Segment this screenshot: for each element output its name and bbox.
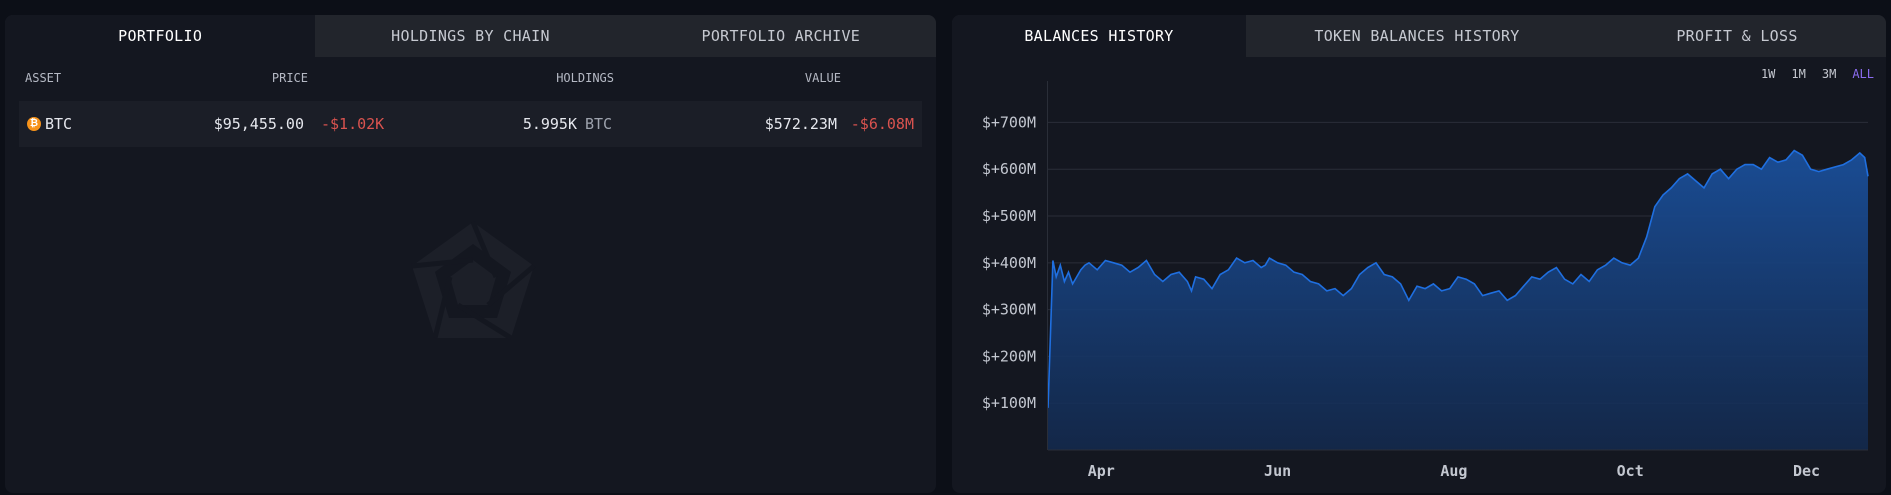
arkham-logo-icon xyxy=(411,221,536,341)
tab-token-balances-history[interactable]: TOKEN BALANCES HISTORY xyxy=(1314,27,1520,45)
column-header-price[interactable]: PRICE xyxy=(271,71,308,85)
y-tick-label: $+400M xyxy=(982,254,1036,272)
tab-portfolio[interactable]: PORTFOLIO xyxy=(5,15,316,57)
portfolio-panel: PORTFOLIO HOLDINGS BY CHAIN PORTFOLIO AR… xyxy=(5,15,936,493)
column-header-value[interactable]: VALUE xyxy=(804,71,841,85)
x-tick-label: Dec xyxy=(1793,462,1820,480)
y-tick-label: $+700M xyxy=(982,113,1036,131)
balances-history-chart[interactable]: $+100M $+200M $+300M $+400M $+500M $+600M $+70… xyxy=(952,15,1886,493)
y-tick-label: $+100M xyxy=(982,394,1036,412)
price-change: -$1.02K xyxy=(321,115,385,133)
y-tick-label: $+600M xyxy=(982,160,1036,178)
range-3m-button[interactable]: 3M xyxy=(1821,67,1837,81)
holdings-unit: BTC xyxy=(585,115,613,133)
y-tick-label: $+500M xyxy=(982,207,1036,225)
holdings-amount: 5.995K xyxy=(522,115,577,133)
x-tick-label: Apr xyxy=(1088,462,1115,480)
column-header-asset[interactable]: ASSET xyxy=(25,71,62,85)
tab-holdings-by-chain[interactable]: HOLDINGS BY CHAIN xyxy=(391,27,550,45)
tab-profit-and-loss[interactable]: PROFIT & LOSS xyxy=(1676,27,1798,45)
x-tick-label: Aug xyxy=(1440,462,1467,480)
tab-balances-history[interactable]: BALANCES HISTORY xyxy=(952,15,1246,57)
x-tick-label: Jun xyxy=(1264,462,1291,480)
balances-panel: BALANCES HISTORY TOKEN BALANCES HISTORY … xyxy=(952,15,1886,493)
x-tick-label: Oct xyxy=(1617,462,1644,480)
asset-symbol[interactable]: BTC xyxy=(45,115,73,133)
bitcoin-icon: ₿ xyxy=(27,117,41,131)
column-header-holdings[interactable]: HOLDINGS xyxy=(556,71,614,85)
holdings-value: $572.23M xyxy=(764,115,837,133)
time-range-selector: 1W 1M 3M ALL xyxy=(1761,67,1874,81)
y-tick-label: $+200M xyxy=(982,347,1036,365)
table-row[interactable]: ₿ BTC $95,455.00 -$1.02K 5.995K BTC $572… xyxy=(19,101,922,147)
range-1w-button[interactable]: 1W xyxy=(1760,67,1776,81)
range-all-button[interactable]: ALL xyxy=(1852,67,1874,81)
balance-area-fill xyxy=(1048,150,1868,450)
value-change: -$6.08M xyxy=(850,115,914,133)
table-header: ASSET PRICE HOLDINGS VALUE xyxy=(5,71,936,91)
portfolio-tabbar: PORTFOLIO HOLDINGS BY CHAIN PORTFOLIO AR… xyxy=(5,15,936,57)
balance-series-line[interactable] xyxy=(1047,149,1869,408)
y-tick-label: $+300M xyxy=(982,301,1036,319)
range-1m-button[interactable]: 1M xyxy=(1791,67,1806,81)
asset-price: $95,455.00 xyxy=(213,115,304,133)
balances-tabbar: BALANCES HISTORY TOKEN BALANCES HISTORY … xyxy=(952,15,1886,57)
tab-portfolio-archive[interactable]: PORTFOLIO ARCHIVE xyxy=(701,27,861,45)
